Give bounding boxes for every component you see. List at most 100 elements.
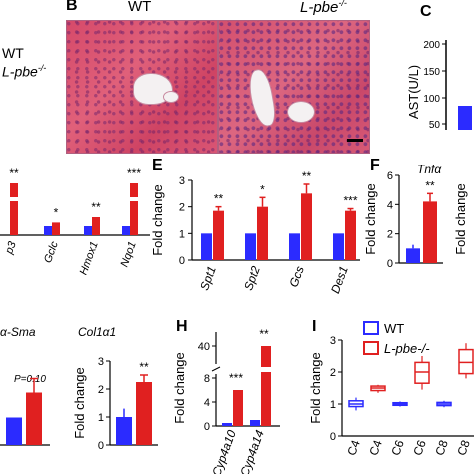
panel-h-ytick-label: 0 [204, 421, 210, 433]
panel-i-legend-ko-swatch [363, 341, 379, 355]
ko-histology-label-text: L-pbe [300, 0, 339, 16]
wt-central-vein [133, 73, 173, 105]
panel-i-ytick-label: 0 [330, 431, 336, 443]
panel-e-tick-label: Gcs [286, 264, 306, 289]
panel-letter-i: I [312, 318, 317, 335]
panel-e-tick-label: Spt1 [197, 264, 219, 292]
panel-h-tick-label: Cyp4a14 [237, 428, 267, 474]
panel-e-ko-bar [301, 193, 312, 260]
panel-h-chart: Fold change 0 4 8 40 *** Cyp4a10 ** Cyp4a14 [172, 327, 280, 474]
panel-i-ytick-label: 3 [330, 335, 336, 347]
panel-i-ytick-label: 2 [330, 367, 336, 379]
panel-e-tick-label: Des1 [328, 264, 351, 295]
panel-g2-ytick-label: 2 [98, 384, 104, 396]
ko-portal-vein-2 [287, 101, 315, 123]
panel-i-ytick-label: 1 [330, 399, 336, 411]
panel-f-ytick-label: 6 [387, 170, 393, 182]
panel-h-ko-bar [261, 346, 271, 426]
panel-i-legend-ko: L-pbe-/- [384, 341, 430, 356]
panel-i-tick-label: C6 [410, 438, 429, 458]
legend-wt-label: WT [2, 45, 24, 61]
panel-g2-ytick-label: 3 [98, 356, 104, 368]
panel-h-significance: *** [229, 371, 243, 385]
panel-g1-ko-bar [26, 392, 42, 445]
panel-i-legend-wt-swatch [363, 321, 379, 335]
legend-ko-label-text: L-pbe [2, 63, 38, 80]
panel-e-ytick-label: 1 [179, 228, 185, 240]
panel-e-chart: Fold change 0 1 2 3 ** Spt1 * Spt2 ** Gcs *** Des1 [150, 169, 360, 295]
panel-letter-f: F [370, 157, 380, 174]
wt-histology-label: WT [128, 0, 152, 15]
panel-d-significance: *** [127, 166, 141, 180]
panel-h-bar-break [260, 367, 272, 372]
panel-d-tick-label: Gclc [42, 239, 61, 264]
panel-g1-chart: α-Sma P=0.10 [0, 325, 50, 446]
legend-ko-label: L-pbe-/- [2, 63, 46, 80]
panel-f-significance: ** [425, 178, 435, 192]
panel-e-significance: ** [302, 169, 312, 183]
panel-i-box [414, 361, 430, 384]
panel-d-tick-label: Hmox1 [78, 240, 101, 275]
panel-i-tick-label: C8 [432, 438, 451, 458]
panel-f-ko-bar [423, 201, 437, 263]
panel-f-extra-ylabel: Fold change [453, 183, 468, 255]
panel-f-ytick-label: 0 [387, 258, 393, 270]
panel-g1-wt-bar [6, 417, 22, 445]
panel-g1-title: α-Sma [0, 325, 36, 339]
panel-i-tick-label: C6 [388, 438, 407, 458]
panel-c-tick-label: 100 [423, 94, 440, 105]
panel-d-chart: ** p3 * Gclc ** Hmox1 *** Nqo1 [0, 166, 150, 275]
ko-histology-label: L-pbe-/- [300, 0, 347, 16]
panel-h-wt-bar [250, 420, 260, 426]
panel-d-axis-break [129, 197, 139, 201]
legend-ko-label-sup: -/- [37, 63, 47, 73]
panel-i-legend-wt: WT [384, 321, 404, 336]
panel-letter-b: B [66, 0, 78, 14]
panel-c-ylabel: AST(U/L) [406, 65, 421, 119]
panel-d-ko-bar [92, 217, 100, 235]
panel-c-ticks [442, 43, 446, 125]
panel-e-wt-bar [333, 233, 344, 260]
panel-h-tick-label: Cyp4a10 [209, 428, 239, 474]
panel-h-ylabel: Fold change [172, 352, 187, 424]
panel-h-axis-break [211, 366, 221, 372]
panel-c-chart: AST(U/L) 200 150 100 50 [406, 40, 472, 131]
scale-bar [347, 139, 363, 142]
panel-d-significance: ** [9, 166, 19, 180]
panel-g2-ko-bar [136, 382, 152, 445]
panel-e-ko-bar [345, 210, 356, 260]
panel-e-ytick-label: 0 [179, 255, 185, 267]
panel-h-ytick-label: 8 [204, 373, 210, 385]
panel-e-ko-bar [257, 206, 268, 260]
panel-e-wt-bar [201, 233, 212, 260]
panel-i-tick-label: C8 [454, 438, 473, 458]
panel-e-significance: *** [343, 194, 357, 208]
panel-e-ytick-label: 3 [179, 175, 185, 187]
panel-g2-ytick-label: 1 [98, 412, 104, 424]
ko-histology-label-sup: -/- [338, 0, 347, 8]
panel-g2-wt-bar [116, 417, 132, 445]
panel-h-ko-bar [233, 390, 243, 426]
panel-d-tick-label: p3 [3, 239, 19, 256]
panel-h-ytick-label: 4 [204, 397, 210, 409]
panel-h-wt-bar [222, 423, 232, 426]
panel-i-ylabel: Fold change [308, 352, 323, 424]
panel-e-significance: ** [214, 192, 224, 206]
panel-h-significance: ** [259, 327, 269, 341]
panel-f-ylabel: Fold change [365, 183, 378, 255]
panel-d-tick-label: Nqo1 [119, 240, 139, 269]
panel-letter-e: E [152, 157, 163, 174]
panel-e-significance: * [260, 182, 265, 196]
panel-f-ytick-label: 4 [387, 199, 393, 211]
panel-e-wt-bar [289, 233, 300, 260]
panel-d-ko-bar [10, 183, 18, 235]
panel-e-tick-label: Spt2 [241, 264, 263, 292]
panel-c-tick-label: 150 [423, 67, 440, 78]
panel-h-ytick-label: 40 [198, 341, 210, 353]
panel-f-ytick-label: 2 [387, 229, 393, 241]
panel-d-ko-bar [52, 222, 60, 235]
panel-g2-ylabel: Fold change [72, 367, 87, 439]
panel-e-ko-bar [213, 210, 224, 260]
ko-portal-vein-1 [246, 67, 278, 129]
